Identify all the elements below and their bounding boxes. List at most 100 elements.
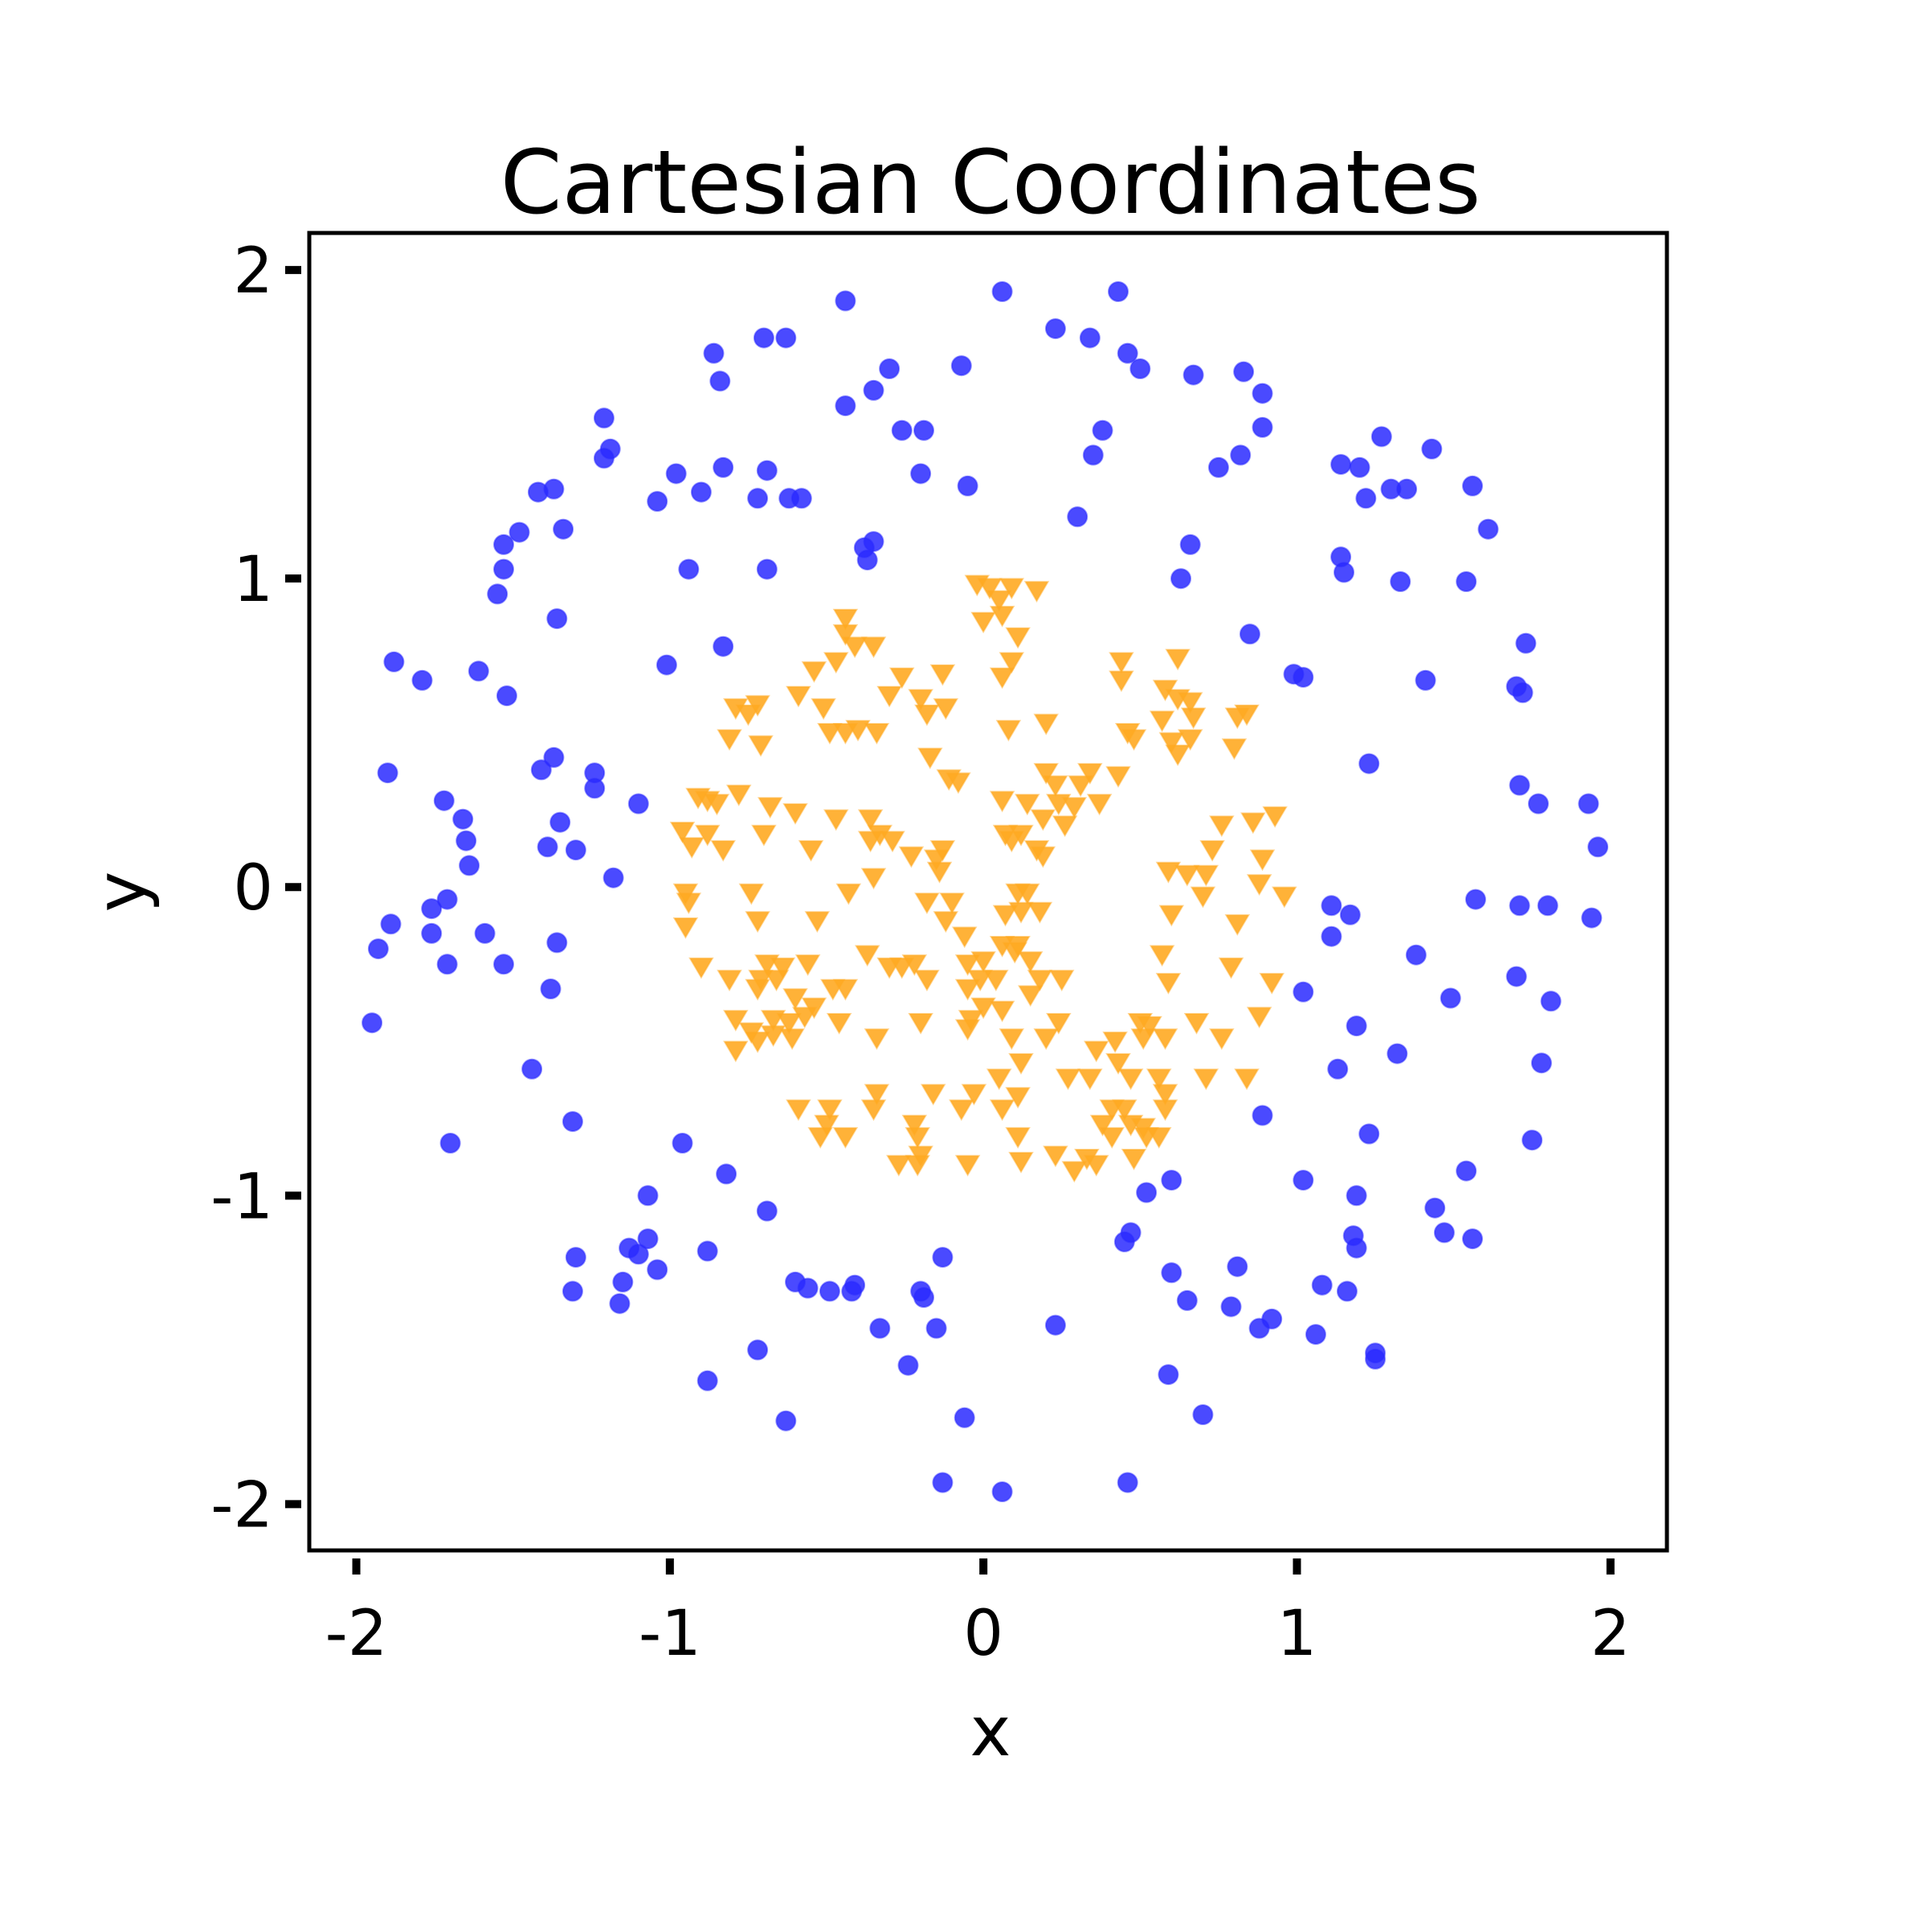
data-point: [1044, 318, 1066, 340]
x-tick-label: 0: [963, 1598, 1003, 1670]
data-point: [1336, 1281, 1358, 1302]
data-point: [1137, 1015, 1162, 1038]
data-point: [751, 824, 777, 847]
data-point: [1023, 839, 1050, 862]
data-point: [549, 811, 571, 833]
data-point: [898, 846, 925, 868]
data-point: [716, 1163, 737, 1185]
data-point: [814, 1114, 839, 1137]
data-point: [748, 735, 774, 758]
y-tick-label: -2: [210, 1469, 273, 1542]
data-point: [584, 778, 606, 799]
data-point: [1334, 562, 1354, 583]
data-point: [452, 808, 474, 830]
data-point: [537, 836, 558, 858]
data-point: [914, 705, 940, 726]
data-point: [1027, 901, 1053, 924]
data-point: [1433, 1222, 1455, 1244]
data-point: [1170, 568, 1191, 590]
data-point: [1174, 864, 1200, 887]
data-point: [1165, 744, 1191, 766]
data-point: [929, 664, 956, 686]
data-point: [439, 1133, 461, 1154]
data-point: [1130, 1028, 1156, 1050]
x-tick-label: 1: [1277, 1598, 1317, 1670]
data-point: [917, 747, 943, 770]
x-axis-label: x: [970, 1692, 1011, 1772]
data-point: [1108, 281, 1129, 302]
data-point: [527, 481, 549, 503]
data-point: [835, 290, 856, 312]
data-point: [1415, 669, 1436, 691]
data-point: [1230, 444, 1252, 466]
data-point: [1530, 1052, 1552, 1074]
data-point: [593, 407, 615, 429]
data-point: [925, 1317, 947, 1339]
x-tick-label: 2: [1591, 1598, 1631, 1670]
data-point: [999, 651, 1025, 674]
data-point: [1370, 426, 1392, 447]
data-point: [1161, 1262, 1183, 1284]
data-point: [1129, 358, 1151, 379]
data-point: [986, 590, 1012, 612]
data-point: [961, 1084, 987, 1106]
data-point: [745, 1031, 770, 1053]
data-point: [496, 685, 517, 707]
data-point: [811, 698, 836, 721]
data-point: [1349, 456, 1370, 478]
data-point: [468, 660, 489, 682]
data-point: [694, 824, 721, 847]
data-point: [1321, 895, 1342, 917]
data-point: [786, 1099, 811, 1121]
data-point: [713, 456, 734, 478]
data-point: [1224, 914, 1251, 936]
data-points: [362, 281, 1609, 1502]
data-point: [1221, 738, 1248, 760]
data-point: [540, 978, 562, 999]
data-point: [1105, 766, 1131, 788]
data-point: [1017, 951, 1044, 973]
data-point: [493, 558, 514, 580]
data-point: [770, 957, 796, 979]
data-point: [1355, 488, 1377, 509]
data-point: [421, 898, 443, 920]
data-point: [983, 970, 1009, 992]
data-point: [546, 932, 568, 954]
data-point: [991, 1481, 1013, 1502]
data-point: [704, 794, 730, 816]
data-point: [760, 1025, 786, 1048]
y-tick-label: 1: [233, 544, 273, 616]
data-point: [1061, 797, 1088, 819]
data-point: [612, 1271, 634, 1293]
data-point: [1252, 1105, 1273, 1126]
data-point: [832, 608, 859, 631]
data-point: [543, 746, 565, 768]
data-point: [565, 839, 586, 861]
data-point: [421, 922, 443, 944]
data-point: [753, 327, 774, 349]
data-point: [989, 790, 1015, 813]
data-point: [1424, 1197, 1446, 1219]
data-point: [1218, 957, 1244, 979]
data-point: [1246, 1007, 1272, 1029]
data-point: [841, 1281, 863, 1302]
y-tick-label: -1: [210, 1161, 273, 1233]
data-point: [459, 855, 480, 876]
data-point: [1099, 1127, 1125, 1149]
data-point: [1121, 1149, 1147, 1170]
data-point: [886, 1154, 912, 1177]
data-point: [791, 1007, 818, 1029]
data-point: [688, 957, 714, 979]
data-point: [864, 1084, 890, 1106]
data-point: [1346, 1015, 1367, 1037]
data-point: [801, 661, 827, 683]
data-point: [954, 1407, 975, 1428]
data-point: [1117, 342, 1138, 364]
data-point: [1113, 1231, 1135, 1252]
data-point: [901, 954, 928, 976]
data-point: [1246, 874, 1272, 896]
data-point: [1052, 815, 1078, 837]
data-point: [950, 355, 972, 377]
data-point: [717, 970, 742, 992]
